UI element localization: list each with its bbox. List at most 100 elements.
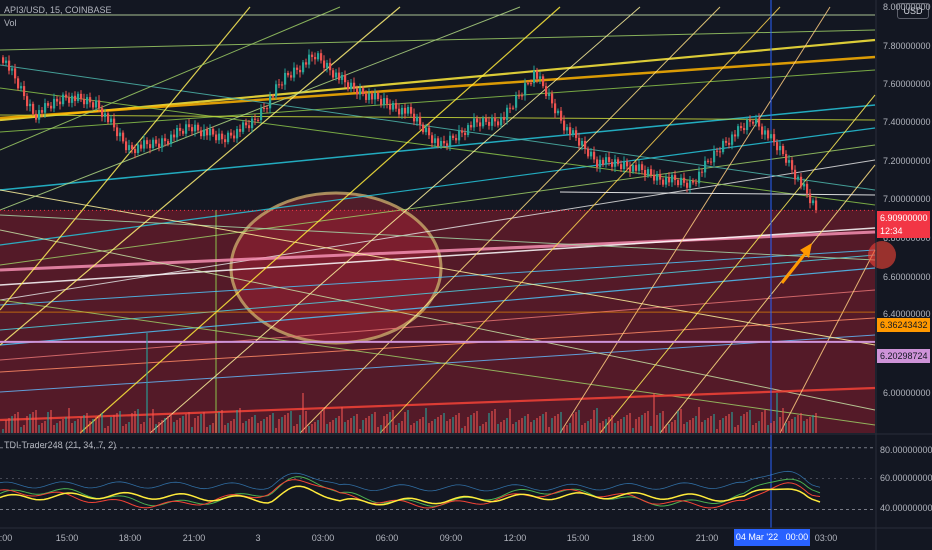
selected-date-tag: 04 Mar '22 00:00	[734, 529, 810, 546]
arrow-head	[800, 243, 812, 258]
candle	[491, 117, 494, 126]
volume-bar	[743, 414, 745, 433]
candle	[389, 103, 392, 110]
volume-bar	[323, 409, 325, 433]
candle	[764, 130, 767, 135]
candle	[548, 93, 551, 97]
candle	[728, 142, 731, 145]
volume-bar	[734, 427, 736, 433]
candle	[425, 127, 428, 133]
volume-bar	[302, 393, 304, 433]
volume-bar	[770, 423, 772, 433]
volume-bar	[23, 425, 25, 433]
time-tick: 3	[255, 533, 261, 543]
volume-bar	[86, 413, 88, 433]
candle	[551, 93, 554, 104]
time-tick: 18:00	[631, 533, 655, 543]
volume-bar	[263, 419, 265, 433]
volume-bar	[503, 420, 505, 433]
candle	[533, 70, 536, 84]
candle	[635, 165, 638, 171]
time-tick: :00	[0, 533, 13, 543]
volume-bar	[305, 411, 307, 433]
trend-line	[0, 64, 876, 191]
candle	[290, 75, 293, 78]
volume-bar	[368, 416, 370, 433]
volume-bar	[605, 419, 607, 433]
candle	[248, 125, 251, 129]
volume-bar	[467, 417, 469, 433]
candle	[185, 124, 188, 134]
candle	[512, 107, 515, 109]
candle	[662, 179, 665, 185]
candle	[311, 54, 314, 57]
volume-bar	[728, 414, 730, 433]
volume-bar	[71, 423, 73, 433]
volume-bar	[557, 414, 559, 433]
volume-bar	[170, 414, 172, 433]
volume-bar	[506, 418, 508, 433]
volume-bar	[275, 428, 277, 433]
time-tick: 03:00	[311, 533, 335, 543]
candle	[488, 121, 491, 126]
volume-bar	[668, 424, 670, 433]
candle	[746, 119, 749, 131]
candle	[797, 176, 800, 180]
candle	[209, 128, 212, 136]
candle	[188, 124, 191, 128]
candle	[14, 68, 17, 79]
candle	[293, 67, 296, 78]
selected-time: 00:00	[785, 532, 809, 542]
volume-bar	[683, 424, 685, 433]
volume-bar	[212, 423, 214, 433]
candle	[482, 117, 485, 127]
candle	[176, 127, 179, 138]
candle	[98, 100, 101, 109]
price-tick: 7.20000000	[883, 156, 931, 166]
volume-bar	[287, 413, 289, 433]
volume-bar	[191, 427, 193, 433]
volume-bar	[32, 412, 34, 433]
candle	[596, 159, 599, 168]
currency-button[interactable]: USD	[897, 3, 929, 19]
candle	[377, 93, 380, 99]
volume-bar	[431, 421, 433, 433]
candle	[299, 69, 302, 73]
candle	[146, 140, 149, 145]
volume-bar	[722, 418, 724, 433]
volume-bar	[548, 427, 550, 433]
candle	[725, 140, 728, 143]
candle	[761, 126, 764, 135]
candle	[422, 124, 425, 133]
candle	[431, 135, 434, 143]
candle	[755, 118, 758, 124]
candle	[65, 94, 68, 98]
volume-bar	[314, 422, 316, 433]
volume-bar	[179, 418, 181, 433]
volume-bar	[488, 413, 490, 433]
volume-bar	[707, 418, 709, 433]
volume-bar	[224, 425, 226, 433]
volume-bar	[794, 417, 796, 433]
volume-bar	[554, 416, 556, 433]
trend-line	[79, 6, 561, 434]
countdown-tag: 12:34	[877, 224, 930, 238]
candle	[506, 107, 509, 121]
volume-bar	[401, 421, 403, 433]
time-tick: 06:00	[375, 533, 399, 543]
candle	[437, 138, 440, 147]
volume-bar	[59, 421, 61, 433]
time-tick: 12:00	[503, 533, 527, 543]
volume-bar	[197, 416, 199, 433]
candle	[659, 173, 662, 180]
candle	[803, 183, 806, 187]
volume-bar	[257, 423, 259, 433]
candle	[563, 120, 566, 131]
candle	[806, 183, 809, 194]
candle	[218, 133, 221, 141]
trend-line	[0, 386, 876, 422]
candle	[518, 95, 521, 97]
volume-bar	[155, 424, 157, 433]
edge-marker	[868, 241, 896, 269]
